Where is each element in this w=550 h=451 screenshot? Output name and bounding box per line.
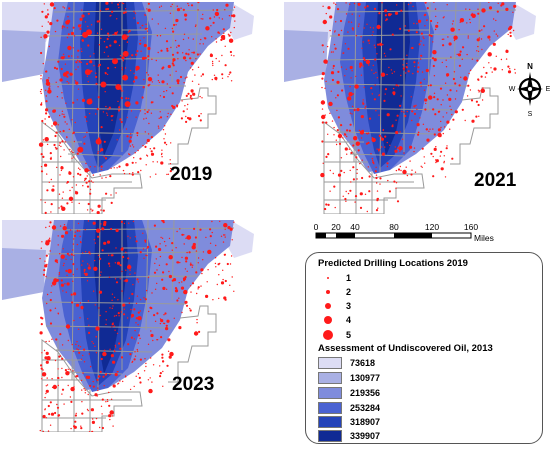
scale-bar: 0 20 40 80 120 160 Miles <box>314 222 494 243</box>
drilling-class-label: 5 <box>346 330 352 340</box>
oil-class-5: 318907 <box>318 416 438 429</box>
oil-class-label: 73618 <box>350 358 376 368</box>
drilling-legend-title: Predicted Drilling Locations 2019 <box>318 258 468 269</box>
drilling-class-3: 3 <box>320 300 380 312</box>
oil-class-label: 318907 <box>350 417 381 427</box>
oil-swatch-2 <box>318 372 342 384</box>
map-panel-2019 <box>2 2 272 214</box>
state-boundary <box>168 305 217 383</box>
southwest-county-area <box>323 121 425 214</box>
drilling-location-dots <box>38 2 236 214</box>
drilling-dot-3-icon <box>325 303 331 309</box>
oil-class-label: 219356 <box>350 388 381 398</box>
drilling-dot-4-icon <box>324 316 332 324</box>
map-panel-2023 <box>2 220 272 432</box>
year-label-2019: 2019 <box>170 164 213 185</box>
oil-zone-339907 <box>94 2 128 156</box>
year-label-2023: 2023 <box>172 374 215 395</box>
scale-tick-0: 0 <box>314 222 319 232</box>
oil-zone-130977 <box>284 30 328 82</box>
drilling-dot-5-icon <box>323 330 333 340</box>
drilling-class-2: 2 <box>320 286 380 298</box>
drilling-class-label: 4 <box>346 315 352 325</box>
drilling-location-dots <box>320 2 517 213</box>
oil-class-label: 130977 <box>350 373 381 383</box>
map-2021 <box>284 2 536 214</box>
oil-swatch-6 <box>318 430 342 442</box>
year-label-2021: 2021 <box>474 170 517 191</box>
drilling-class-label: 3 <box>346 301 352 311</box>
map-2023 <box>2 220 254 432</box>
compass-n: N <box>527 62 533 71</box>
scale-tick-120: 120 <box>425 222 439 232</box>
drilling-class-1: 1 <box>320 272 380 284</box>
oil-class-label: 339907 <box>350 431 381 441</box>
scale-tick-80: 80 <box>389 222 399 232</box>
oil-class-label: 253284 <box>350 403 381 413</box>
southwest-county-area <box>41 339 143 432</box>
drilling-class-5: 5 <box>320 329 380 341</box>
oil-swatch-5 <box>318 416 342 428</box>
drilling-dot-1-icon <box>327 277 329 279</box>
oil-class-3: 219356 <box>318 387 438 400</box>
scale-tick-labels: 0 20 40 80 120 160 Miles <box>314 222 494 243</box>
oil-class-4: 253284 <box>318 402 438 415</box>
scale-unit: Miles <box>474 233 494 243</box>
compass-rose-icon: N S W E <box>509 62 550 118</box>
compass-w: W <box>509 86 516 93</box>
oil-swatch-3 <box>318 387 342 399</box>
oil-zone-339907 <box>94 220 128 374</box>
compass-e: E <box>546 86 550 93</box>
oil-zone-130977 <box>2 248 46 300</box>
drilling-dot-2-icon <box>326 290 330 294</box>
map-legend: Predicted Drilling Locations 2019 1 2 3 … <box>305 252 543 444</box>
oil-swatch-4 <box>318 402 342 414</box>
oil-zone-339907 <box>376 2 410 156</box>
drilling-class-label: 2 <box>346 287 352 297</box>
drilling-class-label: 1 <box>346 273 352 283</box>
oil-class-6: 339907 <box>318 430 438 443</box>
state-boundary <box>168 87 217 165</box>
scale-tick-20: 20 <box>331 222 341 232</box>
map-2019 <box>2 2 254 214</box>
compass-s: S <box>528 111 533 118</box>
oil-swatch-1 <box>318 357 342 369</box>
drilling-location-dots <box>39 220 235 432</box>
scale-tick-40: 40 <box>350 222 360 232</box>
drilling-class-4: 4 <box>320 314 380 326</box>
map-panel-2021 <box>284 2 550 214</box>
oil-class-2: 130977 <box>318 372 438 385</box>
scale-tick-160: 160 <box>464 222 478 232</box>
oil-legend-title: Assessment of Undiscovered Oil, 2013 <box>318 343 493 354</box>
southwest-county-area <box>41 121 143 214</box>
oil-class-1: 73618 <box>318 357 438 370</box>
oil-zone-130977 <box>2 30 46 82</box>
